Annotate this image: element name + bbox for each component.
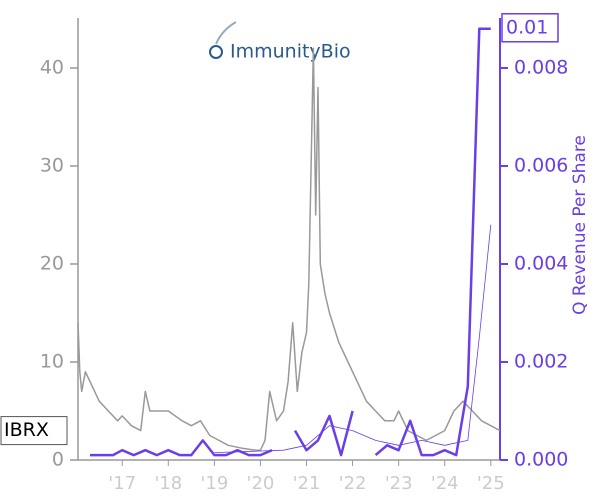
series-line bbox=[90, 27, 491, 457]
y-tick-label: 10 bbox=[40, 350, 64, 372]
series-line bbox=[77, 47, 501, 451]
logo-icon bbox=[209, 45, 223, 59]
y2-tick-label: 0.006 bbox=[514, 154, 568, 176]
series-line bbox=[214, 224, 492, 453]
y2-axis-label: Q Revenue Per Share bbox=[570, 135, 590, 315]
x-tick-label: '22 bbox=[339, 473, 367, 494]
x-tick-label: '24 bbox=[431, 473, 459, 494]
y2-tick-label: 0.000 bbox=[514, 449, 568, 471]
x-tick-label: '21 bbox=[293, 473, 321, 494]
y2-tick-label: 0.004 bbox=[514, 252, 568, 274]
x-tick-label: '25 bbox=[477, 473, 505, 494]
x-tick-label: '23 bbox=[385, 473, 413, 494]
ticker-tag: IBRX bbox=[0, 416, 68, 446]
logo-text: ImmunityBio bbox=[230, 41, 351, 63]
y-tick-label: 20 bbox=[40, 252, 64, 274]
logo-icon bbox=[215, 21, 237, 45]
last-value-label: 0.01 bbox=[506, 16, 548, 38]
x-tick-label: '17 bbox=[108, 473, 136, 494]
y-tick-label: 30 bbox=[40, 154, 64, 176]
y2-tick-label: 0.002 bbox=[514, 350, 568, 372]
ticker-label: IBRX bbox=[4, 419, 49, 441]
x-tick-label: '20 bbox=[247, 473, 275, 494]
ticker-box bbox=[0, 416, 68, 446]
last-value-box bbox=[501, 13, 559, 43]
logo: ImmunityBio bbox=[209, 21, 351, 63]
x-tick-label: '19 bbox=[200, 473, 228, 494]
y-tick-label: 0 bbox=[52, 449, 64, 471]
x-tick-label: '18 bbox=[154, 473, 182, 494]
y-tick-label: 40 bbox=[40, 56, 64, 78]
y2-tick-label: 0.008 bbox=[514, 56, 568, 78]
